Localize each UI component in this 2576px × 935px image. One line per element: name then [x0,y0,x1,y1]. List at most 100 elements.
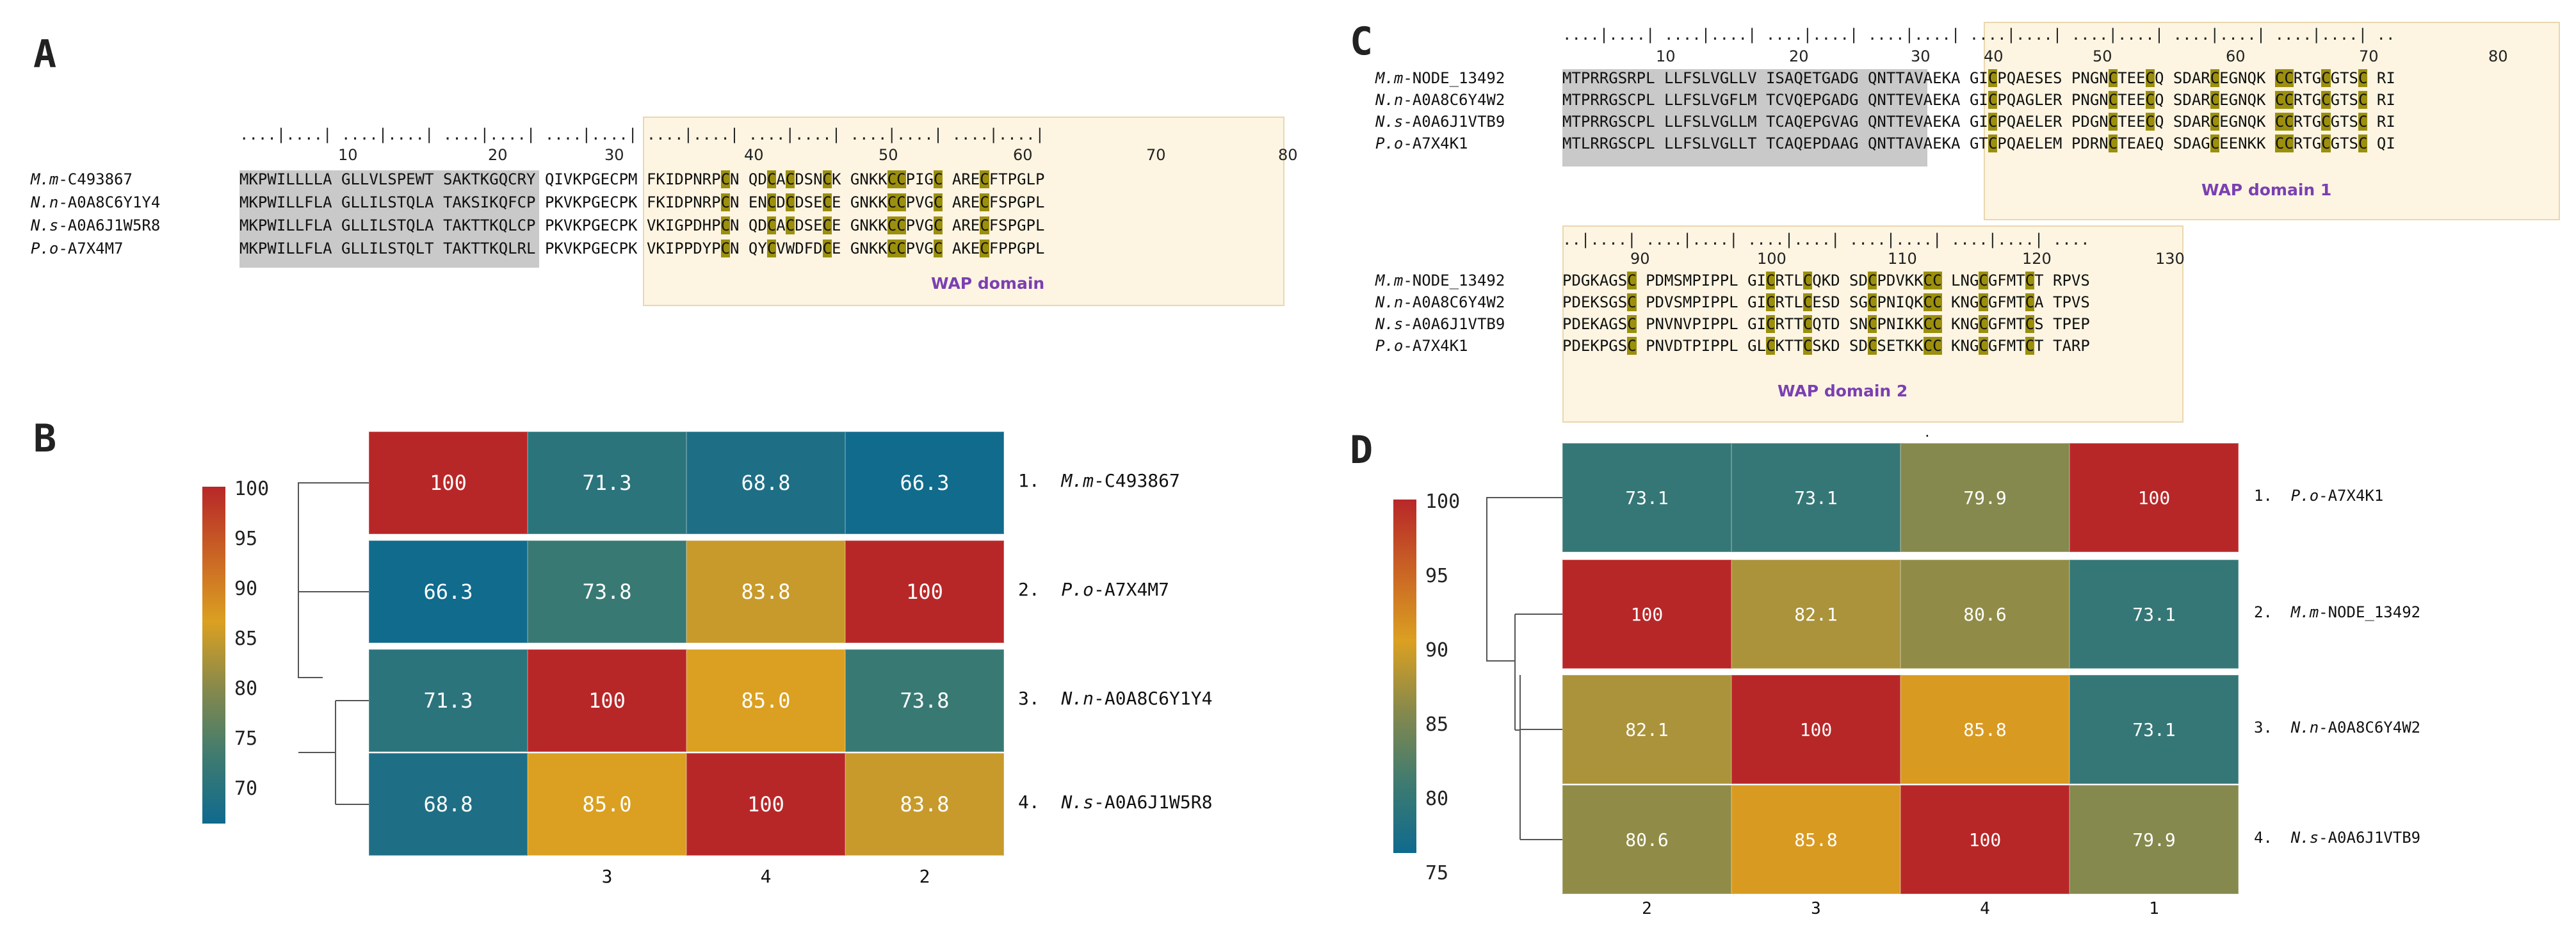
cysteine-residue: C [2358,91,2368,109]
cysteine-residue: C [720,193,731,211]
cysteine-residue: C [980,170,989,188]
cysteine-residue: C [2284,91,2294,109]
cysteine-residue: C [980,216,989,234]
cysteine-residue: C [980,240,989,257]
cysteine-residue: C [933,216,943,234]
cysteine-residue: C [1627,272,1637,289]
sequence-label: P.o-A7X4K1 [1375,337,1468,355]
panel-label-b: B [33,416,57,461]
colorbar-tick-label: 100 [234,478,270,500]
ruler-number: 70 [1146,146,1166,164]
dendrogram-branch [1515,675,1521,731]
ruler-number: 100 [1757,250,1786,268]
cysteine-residue: C [1627,337,1637,355]
signal-peptide-shading [1562,69,1927,167]
heatmap-cell: 73.1 [1562,443,1731,552]
heatmap-cell: 100 [845,541,1004,643]
cysteine-residue: C [2274,113,2285,131]
ruler-number: 50 [2093,47,2112,65]
sequence-label: N.n-A0A8C6Y4W2 [1375,91,1505,109]
colorbar-tick-label: 100 [1425,491,1461,513]
heatmap-cell: 85.0 [686,649,845,752]
cysteine-residue: C [1988,69,1998,87]
sequence-row: MKPWILLLLA GLLVLSPEWT SAKTKGQCRY QIVKPGE… [239,170,1045,188]
wap-domain-1-box [1984,22,2560,220]
sequence-label: M.m-C493867 [31,170,133,188]
colorbar-tick-label: 95 [234,528,258,550]
heatmap-cell: 100 [1562,560,1731,669]
heatmap-cell: 85.8 [1900,675,2070,784]
stray-dot: . [1925,423,1930,441]
cysteine-residue: C [785,193,795,211]
sequence-label: P.o-A7X4K1 [1375,134,1468,152]
colorbar-tick-label: 80 [1425,788,1449,810]
heatmap-cell: 85.0 [528,753,686,856]
cysteine-residue: C [822,193,832,211]
ruler-number: 10 [1656,47,1676,65]
ruler-number: 30 [604,146,624,164]
heatmap-cell: 66.3 [369,541,528,643]
heatmap-cell: 80.6 [1562,785,1731,894]
ruler-number: 130 [2155,250,2185,268]
cysteine-residue: C [887,216,897,234]
cysteine-residue: C [822,170,832,188]
cysteine-residue: C [2025,315,2035,333]
cysteine-residue: C [1923,315,1933,333]
heatmap-column-label: 3 [601,866,613,887]
cysteine-residue: C [1765,337,1776,355]
cysteine-residue: C [1988,113,1998,131]
sequence-row: PDGKAGSC PDMSMPIPPL GICRTLCQKD SDCPDVKKC… [1562,272,2090,289]
cysteine-residue: C [2145,113,2155,131]
cysteine-residue: C [766,216,777,234]
ruler-number: 80 [2488,47,2508,65]
dendrogram-branch [1486,497,1562,662]
colorbar-tick-label: 85 [234,628,258,650]
sequence-row: MKPWILLFLA GLLILSTQLA TAKSIKQFCP PKVKPGE… [239,193,1045,211]
cysteine-residue: C [1979,337,1988,355]
wap-domain-2-label: WAP domain 2 [1778,382,1908,400]
colorbar-tick-label: 90 [234,578,258,600]
colorbar [1393,500,1416,853]
colorbar-tick-label: 85 [1425,713,1449,736]
cysteine-residue: C [1765,315,1776,333]
ruler-number: 110 [1888,250,1917,268]
heatmap-cell: 68.8 [686,432,845,534]
cysteine-residue: C [1802,315,1813,333]
cysteine-residue: C [1867,315,1877,333]
heatmap-cell: 66.3 [845,432,1004,534]
heatmap-cell: 100 [1900,785,2070,894]
heatmap-row-label: 4. N.s-A0A6J1W5R8 [1018,792,1213,813]
colorbar-tick-label: 70 [234,777,258,800]
cysteine-residue: C [2274,134,2285,152]
cysteine-residue: C [1627,293,1637,311]
cysteine-residue: C [720,216,731,234]
heatmap-cell: 100 [2070,443,2239,552]
cysteine-residue: C [2321,113,2331,131]
cysteine-residue: C [896,240,906,257]
cysteine-residue: C [2284,113,2294,131]
cysteine-residue: C [2210,91,2220,109]
sequence-label: N.n-A0A8C6Y4W2 [1375,293,1505,311]
cysteine-residue: C [2025,337,2035,355]
heatmap-cell: 71.3 [528,432,686,534]
heatmap-row-label: 4. N.s-A0A6J1VTB9 [2254,829,2421,847]
cysteine-residue: C [822,216,832,234]
cysteine-residue: C [1867,272,1877,289]
sequence-label: N.s-A0A6J1W5R8 [31,216,161,234]
sequence-ruler: ..|....| ....|....| ....|....| ....|....… [1562,231,2090,248]
sequence-label: N.n-A0A8C6Y1Y4 [31,193,161,211]
cysteine-residue: C [1867,293,1877,311]
cysteine-residue: C [2210,69,2220,87]
cysteine-residue: C [933,193,943,211]
cysteine-residue: C [1923,272,1933,289]
cysteine-residue: C [2321,91,2331,109]
cysteine-residue: C [1979,315,1988,333]
sequence-row: PDEKSGSC PDVSMPIPPL GICRTLCESD SGCPNIQKC… [1562,293,2090,311]
cysteine-residue: C [2108,113,2118,131]
cysteine-residue: C [2274,91,2285,109]
cysteine-residue: C [1932,272,1942,289]
sequence-label: M.m-NODE_13492 [1375,272,1505,289]
sequence-row: MKPWILLFLA GLLILSTQLA TAKTTKQLCP PKVKPGE… [239,216,1045,234]
cysteine-residue: C [766,170,777,188]
colorbar [202,487,225,824]
